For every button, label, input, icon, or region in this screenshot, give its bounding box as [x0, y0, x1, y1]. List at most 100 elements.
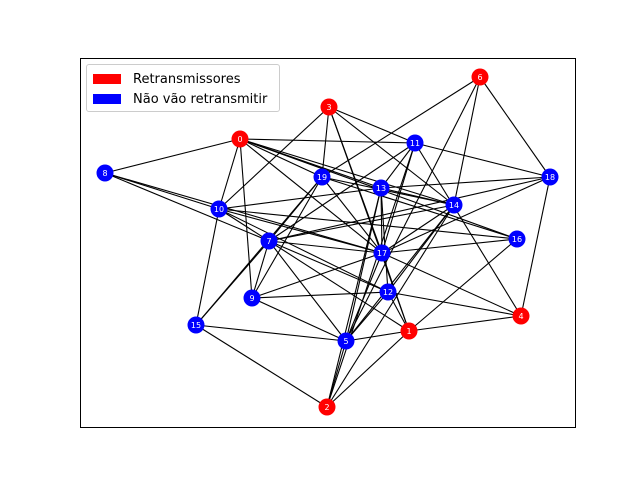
- node-label-18: 18: [545, 173, 555, 182]
- node-0: 0: [231, 130, 249, 148]
- edge-7-1: [268, 240, 410, 332]
- node-label-6: 6: [477, 73, 482, 82]
- node-label-3: 3: [326, 103, 331, 112]
- legend: Retransmissores Não vão retransmitir: [86, 64, 280, 112]
- edge-3-10: [218, 106, 330, 210]
- node-label-13: 13: [376, 184, 386, 193]
- edge-7-9: [251, 240, 270, 299]
- node-circle-14: [445, 196, 463, 214]
- node-label-2: 2: [324, 403, 329, 412]
- node-17: 17: [373, 244, 391, 262]
- edge-18-4: [520, 176, 551, 317]
- node-label-9: 9: [249, 294, 254, 303]
- edge-6-5: [345, 76, 481, 342]
- node-label-1: 1: [406, 327, 411, 336]
- edge-11-17: [381, 142, 416, 254]
- node-circle-0: [231, 130, 249, 148]
- node-19: 19: [313, 168, 331, 186]
- node-circle-1: [400, 322, 418, 340]
- node-11: 11: [406, 134, 424, 152]
- node-5: 5: [337, 332, 355, 350]
- edge-9-5: [251, 297, 347, 342]
- legend-label-retransmitters: Retransmissores: [133, 71, 241, 87]
- edge-17-4: [381, 252, 522, 317]
- edge-0-11: [239, 138, 416, 144]
- node-circle-16: [508, 230, 526, 248]
- node-12: 12: [379, 283, 397, 301]
- edge-19-7: [268, 176, 323, 242]
- node-15: 15: [187, 316, 205, 334]
- edge-1-4: [408, 315, 522, 332]
- node-circle-13: [372, 179, 390, 197]
- edge-3-11: [328, 106, 416, 144]
- edge-6-14: [453, 76, 481, 206]
- node-circle-11: [406, 134, 424, 152]
- node-circle-18: [541, 168, 559, 186]
- node-label-19: 19: [317, 173, 327, 182]
- node-circle-9: [243, 289, 261, 307]
- node-label-14: 14: [449, 201, 459, 210]
- node-circle-15: [187, 316, 205, 334]
- edge-6-19: [321, 76, 481, 178]
- edge-13-2: [326, 187, 382, 408]
- node-circle-10: [210, 200, 228, 218]
- node-label-15: 15: [191, 321, 201, 330]
- legend-swatch-non-retransmitters: [93, 94, 121, 104]
- node-label-8: 8: [102, 169, 107, 178]
- node-circle-2: [318, 398, 336, 416]
- edge-19-16: [321, 176, 518, 240]
- node-label-0: 0: [237, 135, 242, 144]
- node-2: 2: [318, 398, 336, 416]
- edge-0-10: [218, 138, 241, 210]
- edge-5-1: [345, 330, 410, 342]
- node-6: 6: [471, 68, 489, 86]
- edge-0-14: [239, 138, 455, 206]
- node-circle-8: [96, 164, 114, 182]
- edge-13-17: [380, 187, 383, 254]
- edge-14-5: [345, 204, 455, 342]
- edge-11-4: [414, 142, 522, 317]
- node-circle-6: [471, 68, 489, 86]
- node-circle-5: [337, 332, 355, 350]
- edge-11-7: [268, 142, 416, 242]
- edge-3-19: [321, 106, 330, 178]
- node-8: 8: [96, 164, 114, 182]
- edge-0-8: [104, 138, 241, 174]
- edge-7-5: [268, 240, 347, 342]
- edge-0-9: [239, 138, 253, 299]
- edge-11-18: [414, 142, 551, 178]
- node-7: 7: [260, 232, 278, 250]
- edge-10-7: [218, 208, 270, 242]
- edge-14-2: [326, 204, 455, 408]
- edge-16-1: [408, 238, 518, 332]
- legend-item-non-retransmitters: Não vão retransmitir: [93, 89, 279, 109]
- edge-14-17: [381, 204, 455, 254]
- edge-15-2: [195, 324, 328, 408]
- edge-18-17: [381, 176, 551, 254]
- node-label-12: 12: [383, 288, 393, 297]
- edge-15-5: [195, 324, 347, 342]
- edge-3-14: [328, 106, 455, 206]
- edge-6-18: [479, 76, 551, 178]
- node-circle-19: [313, 168, 331, 186]
- node-16: 16: [508, 230, 526, 248]
- node-circle-4: [512, 307, 530, 325]
- node-4: 4: [512, 307, 530, 325]
- edges-layer: [104, 76, 551, 408]
- edge-9-12: [251, 291, 389, 299]
- edge-1-2: [326, 330, 410, 408]
- edge-18-7: [268, 176, 551, 242]
- node-1: 1: [400, 322, 418, 340]
- node-9: 9: [243, 289, 261, 307]
- edge-11-13: [380, 142, 416, 189]
- edge-17-9: [251, 252, 383, 299]
- node-18: 18: [541, 168, 559, 186]
- node-13: 13: [372, 179, 390, 197]
- edge-10-17: [218, 208, 383, 254]
- edge-7-12: [268, 240, 389, 293]
- node-label-7: 7: [266, 237, 271, 246]
- edge-16-17: [381, 238, 518, 254]
- node-label-5: 5: [343, 337, 348, 346]
- edge-13-18: [380, 176, 551, 189]
